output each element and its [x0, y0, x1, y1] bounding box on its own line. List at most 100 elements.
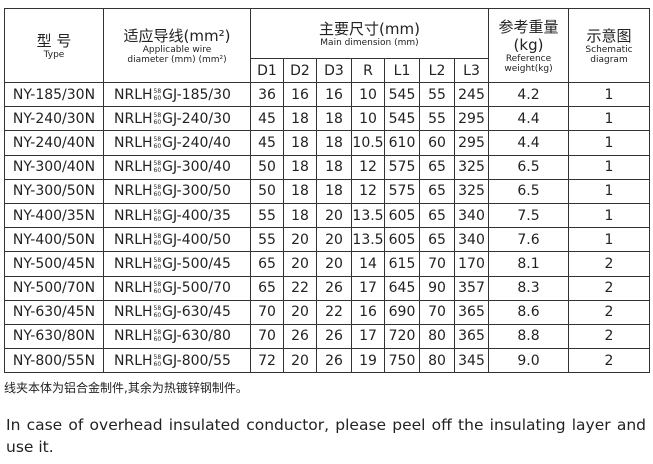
dim-cell: 26: [283, 323, 317, 350]
dim-header: L2: [419, 58, 455, 83]
table-row: NY-500/70N NRLH58 60GJ-500/70 65 22 26 17 645 90…: [4, 275, 650, 301]
dim-cell: 18: [283, 106, 317, 132]
dim-cell: 365: [454, 299, 489, 325]
dim-cell: 340: [454, 202, 489, 229]
table-row: NY-185/30N NRLH58 60GJ-185/30 36 16 16 10 545 55…: [4, 81, 650, 108]
wire-stack: 58 60: [154, 305, 162, 319]
wire-sup: 58: [153, 160, 162, 168]
dim-cell: 295: [454, 106, 489, 132]
dim-cell: 16: [316, 81, 352, 108]
dim-cell: 65: [419, 154, 455, 180]
wire-suffix: GJ-240/40: [162, 134, 231, 151]
dim-cell: 14: [351, 251, 385, 277]
dim-cell: 50: [250, 154, 284, 180]
wire-sup: 58: [153, 353, 162, 361]
wire-sup: 58: [153, 281, 162, 289]
weight-cell: 7.6: [488, 227, 569, 253]
dim-cell: 18: [283, 202, 317, 229]
type-cell: NY-300/50N: [4, 178, 104, 204]
dim-cell: 18: [316, 106, 352, 132]
type-cell: NY-500/70N: [4, 275, 104, 301]
type-cell: NY-800/55N: [4, 348, 104, 374]
dim-cell: 10: [351, 81, 385, 108]
wire-cell: NRLH58 60GJ-240/30: [103, 106, 251, 132]
wire-cell: NRLH58 60GJ-630/80: [103, 323, 251, 350]
dim-cell: 17: [351, 275, 385, 301]
weight-cell: 8.8: [488, 323, 569, 350]
dim-cell: 12: [351, 154, 385, 180]
dim-cell: 18: [316, 130, 352, 156]
dim-cell: 70: [419, 251, 455, 277]
dim-cell: 22: [316, 299, 352, 325]
dim-cell: 80: [419, 323, 455, 350]
dim-header: D1: [250, 58, 284, 83]
weight-cell: 4.2: [488, 81, 569, 108]
dim-cell: 325: [454, 178, 489, 204]
dim-cell: 20: [316, 251, 352, 277]
wire-cell: NRLH58 60GJ-300/50: [103, 178, 251, 204]
spec-table: 型 号 Type 适应导线(mm²) Applicable wire diameter…: [4, 8, 650, 374]
type-cell: NY-185/30N: [4, 81, 104, 108]
wire-cell: NRLH58 60GJ-400/50: [103, 227, 251, 253]
type-cell: NY-630/45N: [4, 299, 104, 325]
wire-sub: 60: [153, 239, 162, 247]
wire-sub: 60: [153, 142, 162, 150]
weight-cell: 6.5: [488, 154, 569, 180]
dim-cell: 10.5: [351, 130, 385, 156]
wire-stack: 58 60: [154, 281, 162, 295]
footnote: 线夹本体为铝合金制件,其余为热镀锌钢制件。: [4, 381, 248, 395]
diagram-cell: 1: [568, 106, 650, 132]
dim-cell: 13.5: [351, 227, 385, 253]
type-cell: NY-630/80N: [4, 323, 104, 350]
wire-sub: 60: [153, 336, 162, 344]
dim-cell: 545: [384, 106, 420, 132]
wire-stack: 58 60: [154, 354, 162, 368]
wire-suffix: GJ-630/80: [162, 328, 231, 345]
wire-sup: 58: [153, 135, 162, 143]
diagram-cell: 2: [568, 348, 650, 374]
wire-stack: 58 60: [154, 184, 162, 198]
wire-prefix: NRLH: [114, 183, 153, 200]
dim-header: L1: [384, 58, 420, 83]
type-header: 型 号 Type: [4, 8, 104, 83]
dim-cell: 18: [283, 130, 317, 156]
dim-cell: 325: [454, 154, 489, 180]
table-row: NY-800/55N NRLH58 60GJ-800/55 72 20 26 19 750 80…: [4, 348, 650, 374]
dim-cell: 55: [250, 202, 284, 229]
dim-cell: 750: [384, 348, 420, 374]
wire-sub: 60: [153, 263, 162, 271]
table-row: NY-500/45N NRLH58 60GJ-500/45 65 20 20 14 615 70…: [4, 251, 650, 277]
wire-cell: NRLH58 60GJ-800/55: [103, 348, 251, 374]
diagram-cell: 1: [568, 81, 650, 108]
wire-prefix: NRLH: [114, 110, 153, 127]
dim-cell: 19: [351, 348, 385, 374]
dim-cell: 17: [351, 323, 385, 350]
dims-header: 主要尺寸(mm) Main dimension (mm): [250, 8, 489, 59]
wire-prefix: NRLH: [114, 255, 153, 272]
wire-stack: 58 60: [154, 112, 162, 126]
type-cell: NY-240/40N: [4, 130, 104, 156]
dim-cell: 20: [283, 251, 317, 277]
type-cell: NY-240/30N: [4, 106, 104, 132]
dim-cell: 45: [250, 130, 284, 156]
type-cell: NY-400/50N: [4, 227, 104, 253]
dim-cell: 575: [384, 154, 420, 180]
wire-sub: 60: [153, 167, 162, 175]
weight-cell: 6.5: [488, 178, 569, 204]
dim-cell: 645: [384, 275, 420, 301]
wire-cell: NRLH58 60GJ-240/40: [103, 130, 251, 156]
dim-cell: 16: [283, 81, 317, 108]
table-row: NY-630/45N NRLH58 60GJ-630/45 70 20 22 16 690 70…: [4, 299, 650, 325]
dim-cell: 65: [419, 202, 455, 229]
wire-stack: 58 60: [154, 136, 162, 150]
diagram-cell: 2: [568, 275, 650, 301]
diagram-cell: 2: [568, 299, 650, 325]
dim-cell: 65: [250, 275, 284, 301]
dim-cell: 65: [419, 227, 455, 253]
dim-header: R: [351, 58, 385, 83]
wire-prefix: NRLH: [114, 352, 153, 369]
wire-sub: 60: [153, 118, 162, 126]
dim-cell: 605: [384, 202, 420, 229]
wire-prefix: NRLH: [114, 134, 153, 151]
dim-cell: 26: [316, 348, 352, 374]
